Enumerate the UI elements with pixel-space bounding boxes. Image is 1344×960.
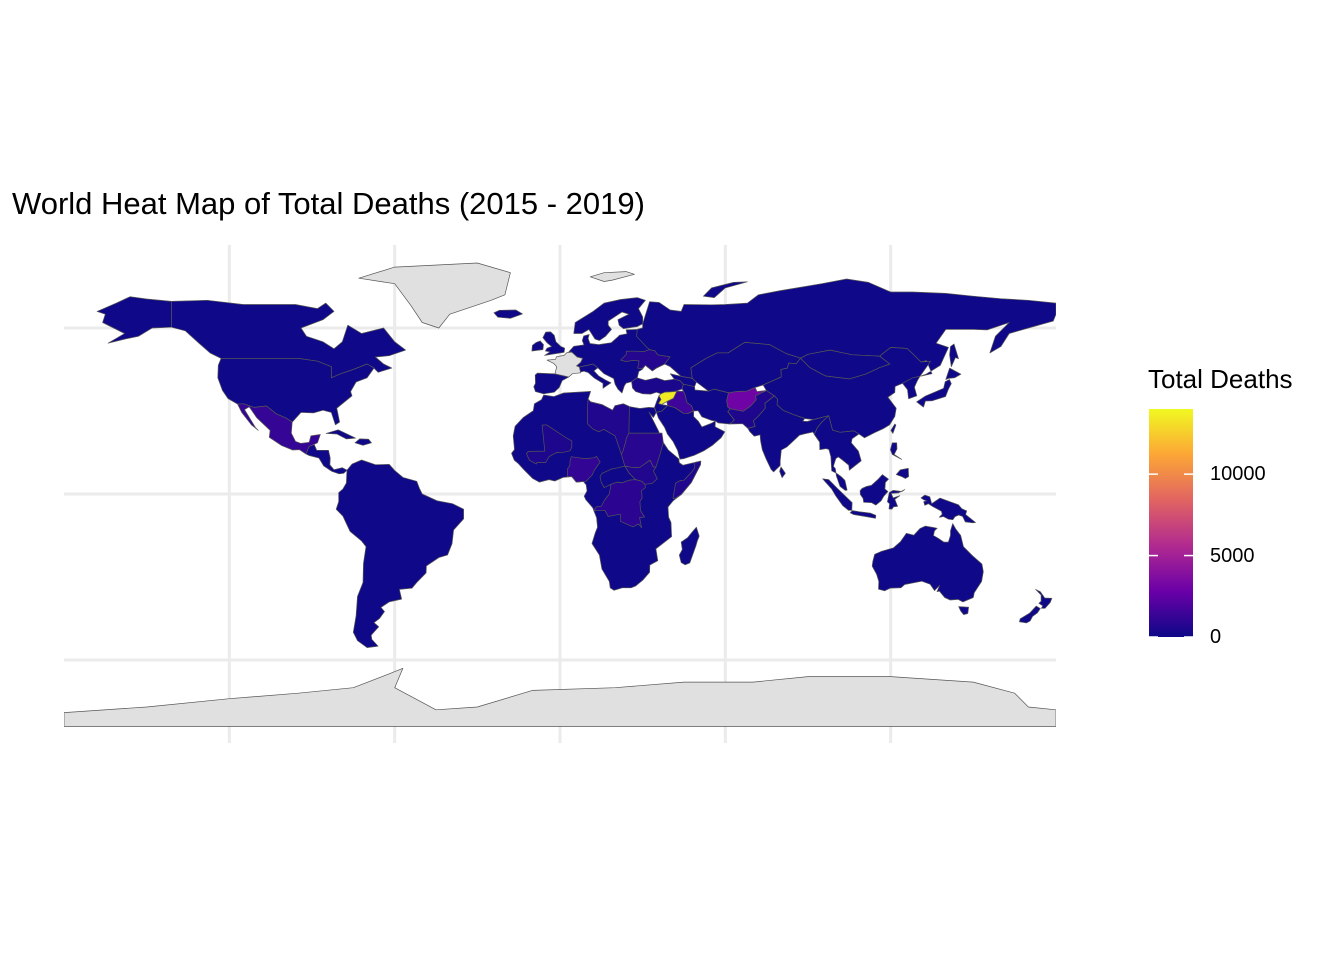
region-alaska: [96, 296, 172, 344]
region-australia: [871, 523, 984, 603]
region-cuba: [325, 429, 356, 440]
region-antarctica: [64, 667, 1056, 727]
region-korea: [902, 376, 921, 400]
region-new-guinea: [920, 494, 976, 524]
region-iberia: [533, 372, 570, 395]
region-sakhalin: [949, 343, 959, 368]
region-sumatra: [822, 478, 853, 511]
region-france: [546, 351, 583, 378]
region-mongolia: [800, 349, 891, 380]
region-java: [849, 510, 877, 519]
legend-tick-label: 0: [1210, 626, 1222, 648]
region-ireland: [531, 340, 544, 352]
legend: Total Deaths 0 5000 10000: [1148, 364, 1338, 664]
land-layer: [64, 262, 1056, 727]
region-hispaniola: [354, 438, 372, 446]
region-sudan: [621, 432, 664, 469]
region-somalia: [672, 460, 702, 500]
region-great-britain: [542, 331, 566, 356]
region-madagascar: [678, 526, 700, 566]
region-sri-lanka: [779, 466, 786, 479]
legend-tick-label: 10000: [1210, 463, 1266, 486]
legend-tick-label: 5000: [1210, 544, 1255, 567]
region-novaya-zemlya: [702, 281, 748, 298]
region-scandinavia: [573, 297, 646, 341]
region-nigeria: [567, 456, 601, 483]
region-turkey: [631, 377, 684, 395]
region-se-asia: [813, 415, 862, 491]
region-taiwan: [890, 423, 897, 434]
region-new-zealand-n: [1035, 589, 1053, 609]
region-svalbard: [589, 271, 635, 282]
region-new-zealand-s: [1019, 605, 1041, 624]
region-hokkaido: [945, 367, 962, 380]
region-greenland: [358, 262, 511, 329]
region-south-america: [335, 459, 464, 648]
region-borneo: [859, 474, 889, 506]
region-arabia: [656, 405, 726, 460]
legend-ticks: [1149, 473, 1193, 637]
region-luzon: [890, 442, 903, 460]
legend-gradient: [1149, 409, 1193, 637]
legend-colorbar: [1149, 409, 1193, 637]
region-dr-congo: [593, 479, 646, 529]
region-mali: [526, 424, 573, 465]
region-central-america: [305, 444, 348, 475]
world-map: [64, 245, 1056, 743]
region-tasmania: [958, 606, 969, 615]
region-iceland: [493, 309, 523, 319]
region-mindanao: [895, 467, 909, 479]
legend-title: Total Deaths: [1148, 364, 1293, 394]
region-japan: [916, 379, 952, 408]
map-title: World Heat Map of Total Deaths (2015 - 2…: [12, 186, 645, 221]
region-sulawesi: [887, 489, 906, 510]
